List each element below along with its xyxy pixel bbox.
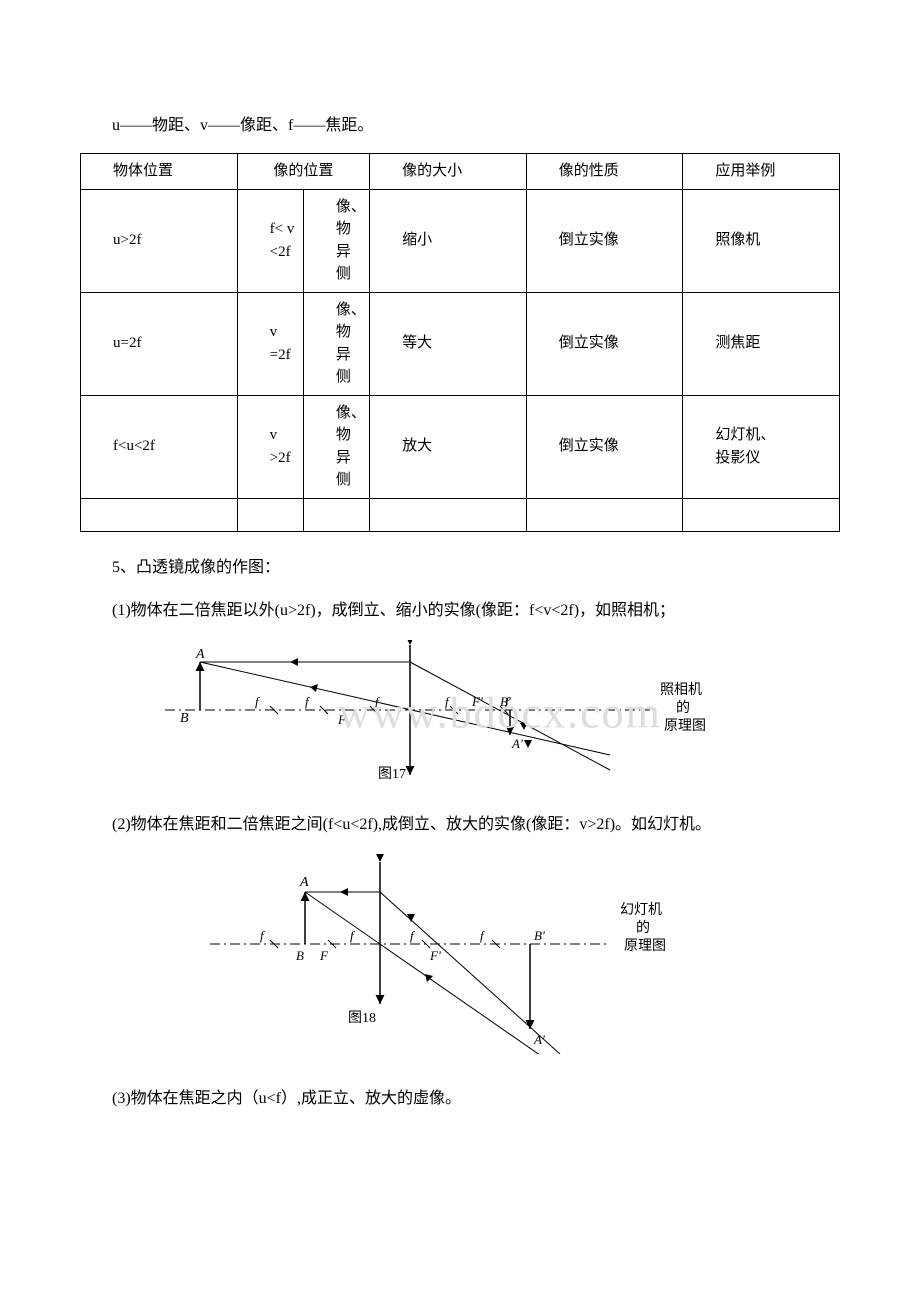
svg-text:f: f	[305, 694, 311, 709]
th-image-nature: 像的性质	[531, 160, 679, 183]
svg-text:B: B	[180, 711, 189, 726]
svg-text:f: f	[255, 694, 261, 709]
svg-text:A: A	[299, 875, 309, 890]
svg-text:f: f	[480, 928, 486, 943]
svg-text:f: f	[410, 928, 416, 943]
svg-text:F: F	[319, 948, 329, 963]
table-row: u>2f f< v <2f 像、物异侧 缩小 倒立实像 照像机	[81, 189, 840, 292]
svg-text:幻灯机: 幻灯机	[620, 902, 662, 918]
svg-text:A: A	[195, 647, 205, 662]
th-image-pos: 像的位置	[273, 163, 333, 179]
lens-imaging-table: 物体位置 像的位置 像的大小 像的性质 应用举例 u>2f f< v <2f 像…	[80, 153, 840, 532]
item-3-text: (3)物体在焦距之内（u<f）,成正立、放大的虚像。	[80, 1081, 840, 1116]
table-row: u=2f v =2f 像、物异侧 等大 倒立实像 测焦距	[81, 292, 840, 395]
diagram-18-caption: 图18	[348, 1011, 376, 1026]
th-application: 应用举例	[687, 160, 835, 183]
diagram-18-wrap: A B F F' f f f f A	[200, 854, 840, 1059]
th-image-size: 像的大小	[374, 160, 522, 183]
svg-text:F': F'	[429, 948, 441, 963]
item-1-text: (1)物体在二倍焦距以外(u>2f)，成倒立、缩小的实像(像距：f<v<2f)，…	[80, 593, 840, 628]
document-page: u——物距、v——像距、f——焦距。 物体位置 像的位置 像的大小 像的性质 应…	[0, 0, 920, 1184]
intro-line: u——物距、v——像距、f——焦距。	[80, 108, 840, 143]
svg-text:A': A'	[533, 1032, 545, 1047]
svg-text:的: 的	[636, 920, 650, 936]
svg-text:原理图: 原理图	[664, 719, 706, 734]
svg-text:原理图: 原理图	[624, 939, 666, 954]
svg-text:B: B	[296, 948, 304, 963]
diagram-17-caption: 图17	[378, 767, 406, 780]
diagram-18: A B F F' f f f f A	[200, 854, 720, 1054]
svg-text:B': B'	[500, 694, 511, 709]
svg-text:A': A'	[511, 736, 523, 751]
svg-text:的: 的	[676, 700, 690, 716]
th-object-pos: 物体位置	[85, 160, 233, 183]
svg-text:f: f	[350, 928, 356, 943]
svg-text:照相机: 照相机	[660, 682, 702, 698]
table-row: f<u<2f v >2f 像、物异侧 放大 倒立实像 幻灯机、 投影仪	[81, 395, 840, 498]
item-2-text: (2)物体在焦距和二倍焦距之间(f<u<2f),成倒立、放大的实像(像距：v>2…	[80, 807, 840, 842]
svg-text:f: f	[260, 928, 266, 943]
diagram-17: A B F F' f f f f f	[160, 640, 720, 780]
diagram-17-wrap: www.bdocx.com A B F F' f f f f f	[160, 640, 840, 785]
svg-text:F: F	[337, 712, 347, 727]
table-empty-row	[81, 498, 840, 531]
table-header-row: 物体位置 像的位置 像的大小 像的性质 应用举例	[81, 154, 840, 190]
svg-text:B': B'	[534, 928, 545, 943]
section-5-heading: 5、凸透镜成像的作图：	[80, 550, 840, 585]
